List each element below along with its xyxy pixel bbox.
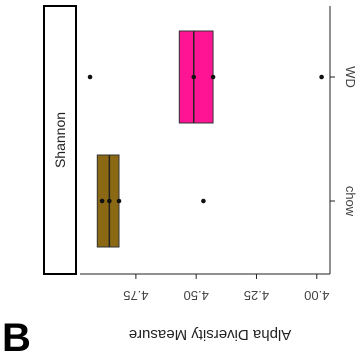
category-ticks: chow WD (330, 66, 358, 217)
value-tick-label: 4.00 (304, 288, 329, 303)
data-point-chow (107, 198, 112, 204)
panel-letter: B (2, 316, 31, 360)
data-point-chow (116, 198, 122, 204)
data-point-chow (99, 198, 105, 204)
data-point-WD (210, 74, 216, 80)
data-point-WD (191, 74, 197, 80)
y-axis-title: Alpha Diversity Measure (129, 326, 292, 343)
value-tick-label: 4.75 (123, 288, 148, 303)
box-WD (178, 30, 214, 124)
value-tick-label: 4.25 (244, 288, 269, 303)
category-tick-label: chow (343, 186, 358, 217)
boxes (87, 30, 324, 248)
facet-label: Shannon (52, 112, 68, 168)
data-point-chow (201, 198, 206, 204)
value-tick-label: 4.50 (184, 288, 209, 303)
facet-strip (43, 5, 77, 275)
data-point-WD (87, 74, 93, 80)
value-ticks: 4.00 4.25 4.50 4.75 (123, 274, 329, 303)
data-point-WD (319, 74, 324, 80)
category-tick-label: WD (343, 66, 358, 88)
